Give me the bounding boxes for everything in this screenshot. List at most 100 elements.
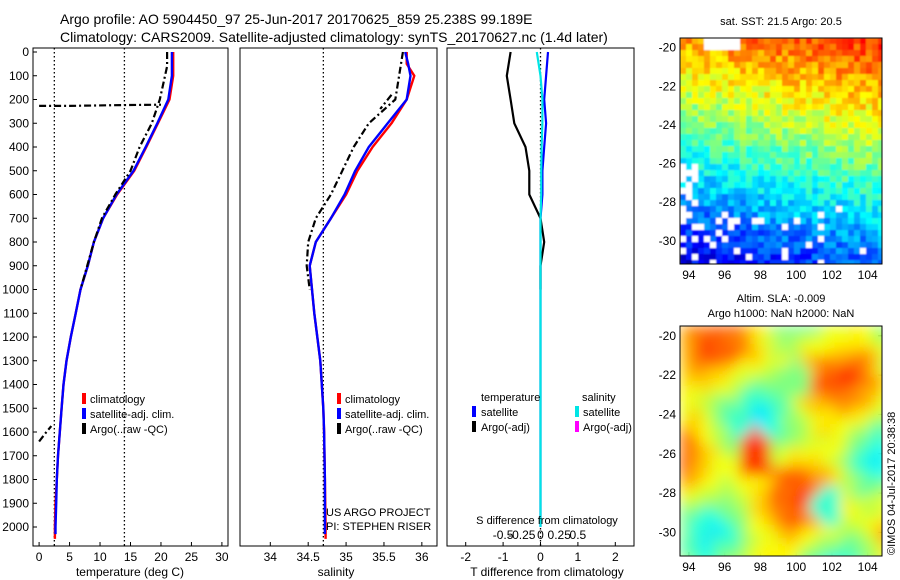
sla-cell bbox=[870, 526, 881, 537]
sst-cell bbox=[728, 116, 735, 123]
sla-cell bbox=[700, 426, 711, 437]
sst-cell bbox=[860, 68, 867, 75]
sst-cell bbox=[728, 134, 735, 141]
x-tick-label: 36 bbox=[415, 550, 429, 564]
sst-cell bbox=[704, 128, 711, 135]
sst-cell bbox=[806, 206, 813, 213]
sst-cell bbox=[764, 62, 771, 69]
sst-cell bbox=[872, 164, 879, 171]
sla-cell bbox=[680, 406, 691, 417]
sst-cell bbox=[764, 122, 771, 129]
sla-cell bbox=[780, 496, 791, 507]
sla-cell bbox=[720, 386, 731, 397]
sst-cell bbox=[806, 38, 813, 45]
sst-cell bbox=[776, 218, 783, 225]
sla-cell bbox=[860, 466, 871, 477]
sst-cell bbox=[842, 44, 849, 51]
sla-cell bbox=[870, 456, 881, 467]
sla-cell bbox=[760, 366, 771, 377]
sst-cell bbox=[800, 200, 807, 207]
sla-cell bbox=[790, 426, 801, 437]
sst-cell bbox=[836, 242, 843, 249]
sst-cell bbox=[734, 80, 741, 87]
sla-cell bbox=[880, 526, 882, 537]
sst-cell bbox=[854, 218, 861, 225]
sst-cell bbox=[788, 236, 795, 243]
sst-cell bbox=[770, 164, 777, 171]
sst-cell bbox=[704, 224, 711, 231]
sst-cell bbox=[698, 248, 705, 255]
sst-cell bbox=[776, 236, 783, 243]
sla-cell bbox=[880, 386, 882, 397]
sst-cell bbox=[770, 182, 777, 189]
sla-cell bbox=[680, 486, 691, 497]
sst-cell bbox=[782, 140, 789, 147]
sla-cell bbox=[760, 496, 771, 507]
sst-cell bbox=[776, 164, 783, 171]
sst-cell bbox=[782, 176, 789, 183]
sst-cell bbox=[872, 242, 879, 249]
sst-cell bbox=[734, 62, 741, 69]
sst-cell bbox=[734, 38, 741, 45]
sst-cell bbox=[692, 86, 699, 93]
sst-cell bbox=[824, 74, 831, 81]
top-x-tick-label: 0 bbox=[537, 528, 544, 542]
sst-cell bbox=[752, 98, 759, 105]
sst-cell bbox=[788, 194, 795, 201]
sla-cell bbox=[800, 436, 811, 447]
legend-swatch-argo bbox=[82, 423, 86, 434]
sst-cell bbox=[740, 212, 747, 219]
sst-cell bbox=[716, 260, 723, 264]
sla-cell bbox=[860, 436, 871, 447]
sla-cell bbox=[720, 506, 731, 517]
sst-cell bbox=[878, 206, 882, 213]
sst-cell bbox=[824, 38, 831, 45]
sla-cell bbox=[830, 386, 841, 397]
sla-cell bbox=[840, 416, 851, 427]
sla-cell bbox=[780, 376, 791, 387]
sst-cell bbox=[740, 188, 747, 195]
sst-cell bbox=[818, 80, 825, 87]
sst-cell bbox=[698, 44, 705, 51]
sst-cell bbox=[794, 182, 801, 189]
sst-cell bbox=[866, 128, 873, 135]
sst-cell bbox=[686, 98, 693, 105]
sst-cell bbox=[770, 248, 777, 255]
sla-cell bbox=[690, 476, 701, 487]
sst-cell bbox=[782, 236, 789, 243]
sst-cell bbox=[710, 236, 717, 243]
sst-cell bbox=[878, 230, 882, 237]
sst-cell bbox=[848, 200, 855, 207]
sst-cell bbox=[740, 242, 747, 249]
sla-cell bbox=[780, 336, 791, 347]
sla-cell bbox=[680, 356, 691, 367]
sst-cell bbox=[746, 188, 753, 195]
sst-cell bbox=[842, 62, 849, 69]
sst-cell bbox=[770, 230, 777, 237]
sla-cell bbox=[880, 356, 882, 367]
sst-cell bbox=[728, 44, 735, 51]
sst-cell bbox=[752, 224, 759, 231]
sla-cell bbox=[800, 526, 811, 537]
sst-cell bbox=[764, 260, 771, 264]
sla-cell bbox=[810, 386, 821, 397]
sst-cell bbox=[830, 92, 837, 99]
sla-cell bbox=[700, 466, 711, 477]
sst-cell bbox=[818, 230, 825, 237]
sst-cell bbox=[788, 146, 795, 153]
y-tick-label: 0 bbox=[22, 45, 29, 59]
sst-cell bbox=[830, 104, 837, 111]
sst-cell bbox=[686, 62, 693, 69]
sla-cell bbox=[710, 516, 721, 527]
sla-cell bbox=[750, 486, 761, 497]
sla-cell bbox=[710, 376, 721, 387]
sst-cell bbox=[842, 98, 849, 105]
sst-cell bbox=[704, 38, 711, 45]
sst-cell bbox=[716, 104, 723, 111]
sst-cell bbox=[794, 44, 801, 51]
sst-cell bbox=[842, 146, 849, 153]
sst-cell bbox=[734, 194, 741, 201]
sla-cell bbox=[880, 546, 882, 556]
sst-cell bbox=[734, 116, 741, 123]
sla-cell bbox=[720, 416, 731, 427]
